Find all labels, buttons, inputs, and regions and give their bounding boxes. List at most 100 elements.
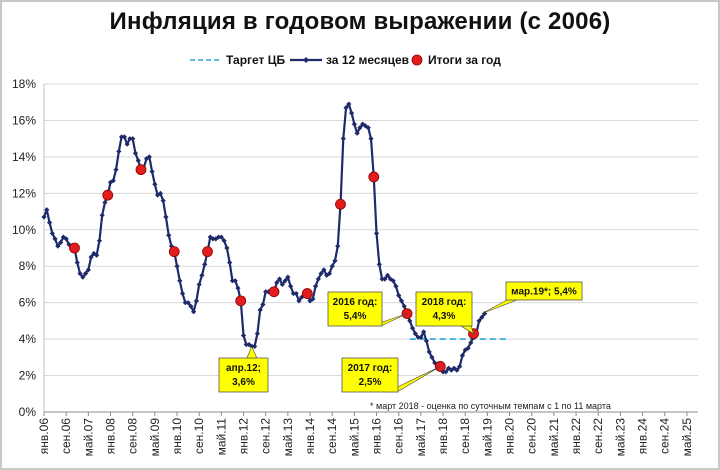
year-end-dot [368,171,380,183]
series-marker [221,238,227,244]
series-marker [468,340,474,346]
series-marker [196,281,202,288]
y-tick-label: 14% [12,150,36,164]
callout-label: 3,6% [232,377,255,388]
series-marker [412,331,418,337]
series-marker [373,230,380,237]
series-marker [77,270,83,277]
y-tick-label: 18% [12,77,36,91]
series-marker [335,243,341,249]
series-marker [310,296,316,302]
series-marker [457,363,463,370]
callout-box [415,291,473,327]
series-marker [96,238,103,244]
series-marker [418,334,424,340]
callout-box [218,357,269,393]
series-marker [282,278,288,284]
series-marker [227,259,233,266]
series-marker [74,259,80,266]
x-tick-label: янв.06 [37,418,51,455]
series-marker [41,214,47,220]
series-marker [260,301,266,308]
series-marker [276,276,283,282]
series-marker [49,230,55,237]
series-marker [390,278,396,284]
series-marker [232,278,238,284]
series-marker [88,254,94,260]
year-end-dot [235,295,247,307]
series-marker [346,101,352,107]
series-marker [429,354,435,360]
year-end-dot [202,246,213,258]
legend-target-label: Таргет ЦБ [226,53,286,67]
x-tick-label: май.25 [680,418,694,457]
series-marker [102,199,108,206]
series-marker [279,281,285,288]
x-tick-label: сен.06 [59,418,73,454]
series-marker [240,332,247,339]
series-marker [448,367,454,373]
series-marker [229,278,236,284]
series-marker [459,352,466,359]
x-tick-label: май.19 [480,418,494,457]
series-marker [465,345,471,351]
callout-label: 4,3% [433,311,456,322]
series-marker [263,289,269,295]
callout-pointer [481,299,518,314]
series-marker [368,136,374,142]
y-tick-label: 12% [12,186,36,200]
series-marker [432,360,438,366]
callout-box [327,291,383,327]
x-tick-label: сен.22 [591,418,605,454]
series-marker [174,263,180,269]
series-marker [293,290,299,297]
series-marker [55,243,61,249]
series-marker [426,349,432,355]
callout-label: 2016 год: [333,297,378,308]
callout-pointer [459,325,475,335]
series-marker [415,334,421,340]
series-marker [82,270,89,277]
series-marker [357,125,363,131]
year-end-dot [102,189,114,201]
series-marker [454,367,460,373]
series-marker [224,245,230,251]
y-tick-label: 2% [19,369,37,383]
series-marker [110,177,116,184]
series-marker [160,198,166,204]
chart-title: Инфляция в годовом выражении (с 2006) [109,8,611,35]
footnote: * март 2018 - оценка по суточным темпам … [370,401,611,411]
series-marker [332,258,338,264]
series-marker [132,150,139,156]
series-marker [274,280,280,286]
year-end-dot [268,286,280,298]
series-marker [421,329,427,335]
series-marker [177,278,183,284]
x-tick-label: май.13 [281,418,295,457]
series-marker [396,292,402,298]
series-marker [91,250,97,257]
x-tick-label: май.11 [214,418,228,456]
x-tick-label: янв.22 [569,418,583,455]
series-marker [290,290,297,297]
callout-box [341,357,399,393]
series-marker [94,252,100,258]
x-tick-label: сен.14 [325,418,339,454]
series-marker [354,130,360,136]
legend-dots-swatch [411,54,423,66]
series-marker [385,272,391,278]
series-marker [215,234,222,240]
series-marker [185,300,191,306]
series-marker [398,298,405,304]
series-marker [52,236,58,242]
y-tick-label: 4% [19,332,37,346]
x-tick-label: янв.14 [303,418,317,455]
series-marker [307,298,313,304]
series-marker [376,261,382,267]
series-marker [149,168,155,175]
y-tick-label: 16% [12,113,36,127]
series-line [42,102,486,374]
series-marker [315,276,321,282]
callout-label: 2017 год: [348,363,393,374]
callout-label: 2018 год: [422,297,467,308]
